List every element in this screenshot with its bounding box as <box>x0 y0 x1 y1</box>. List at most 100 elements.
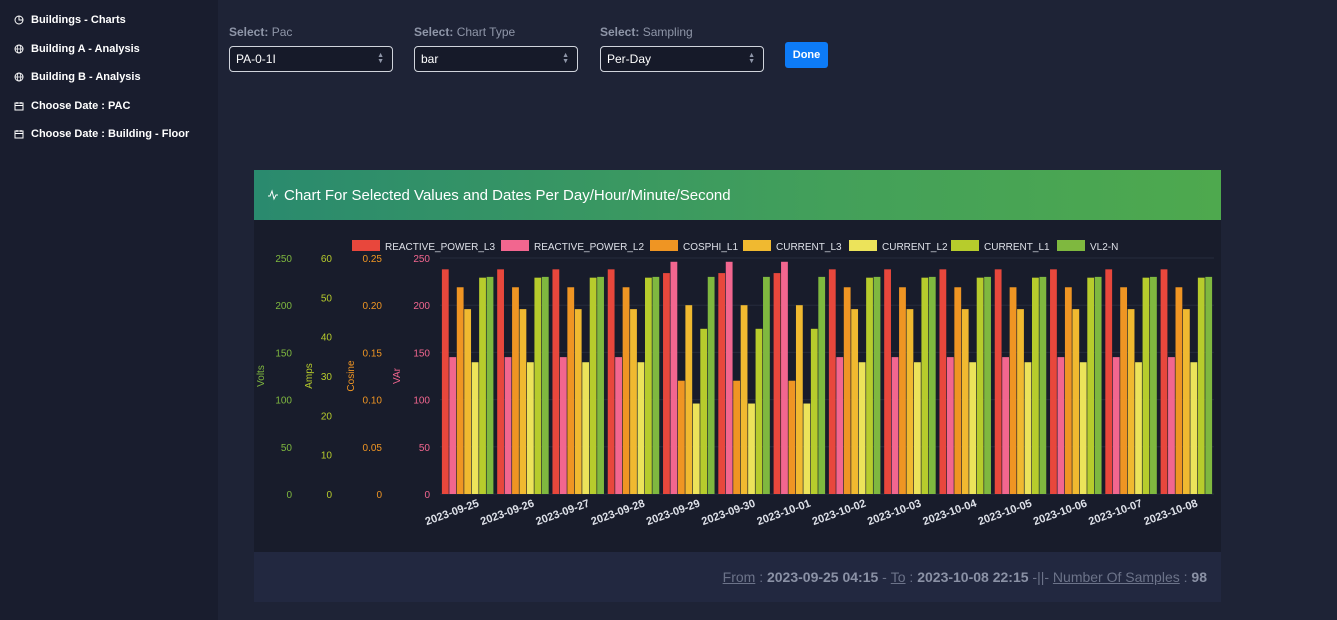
sidebar-item-building-b-analysis[interactable]: Building B - Analysis <box>0 63 218 92</box>
bar <box>818 276 826 494</box>
bar <box>441 269 449 494</box>
bar <box>1057 357 1065 494</box>
sampling-select-group: Select: Sampling Per-Day ▲ ▼ <box>600 25 764 72</box>
bar <box>873 276 881 494</box>
select-caret-icon: ▲ ▼ <box>562 52 569 65</box>
y-tick-label-volts: 250 <box>275 254 292 265</box>
bar <box>788 380 796 494</box>
y-tick-label-amps: 50 <box>321 293 333 304</box>
x-tick-label: 2023-10-01 <box>755 498 812 529</box>
bar <box>1032 277 1039 494</box>
bar <box>700 328 708 494</box>
bar <box>1168 357 1175 494</box>
x-tick-label: 2023-10-03 <box>866 498 923 529</box>
bar <box>582 362 590 494</box>
calendar-icon <box>14 130 24 139</box>
bar <box>810 328 818 494</box>
bar <box>795 305 803 494</box>
bar <box>1087 277 1095 494</box>
pie-chart-icon <box>14 15 24 25</box>
activity-icon <box>268 189 278 201</box>
y-tick-label-volts: 0 <box>286 490 292 501</box>
chart-card-title: Chart For Selected Values and Dates Per … <box>284 186 731 204</box>
legend-swatch <box>650 240 678 251</box>
y-tick-label-var: 0 <box>424 490 430 501</box>
bar <box>1017 309 1024 494</box>
bar <box>652 276 660 494</box>
bar <box>559 357 567 494</box>
y-axis-title-var: VAr <box>392 367 403 384</box>
x-tick-label: 2023-10-06 <box>1032 498 1089 529</box>
bar <box>1205 276 1213 494</box>
bar <box>851 309 859 494</box>
bar <box>677 380 685 494</box>
bar <box>1142 277 1150 494</box>
bar <box>781 261 788 494</box>
bar <box>504 357 512 494</box>
bar <box>479 277 486 494</box>
chart-type-select-group: Select: Chart Type bar ▲ ▼ <box>414 25 578 72</box>
chart-type-select-label: Select: Chart Type <box>414 25 516 39</box>
bar <box>1182 309 1190 494</box>
y-tick-label-cosine: 0.05 <box>363 443 383 454</box>
to-link[interactable]: To <box>890 569 906 585</box>
bar <box>858 362 866 494</box>
sidebar-item-building-a-analysis[interactable]: Building A - Analysis <box>0 35 218 64</box>
pac-select[interactable]: PA-0-1I ▲ ▼ <box>229 46 393 72</box>
x-tick-label: 2023-10-08 <box>1142 498 1199 529</box>
sidebar-item-choose-date-building-floor[interactable]: Choose Date : Building - Floor <box>0 120 218 149</box>
sampling-select-value: Per-Day <box>607 52 652 66</box>
bar <box>615 357 622 494</box>
y-tick-label-var: 150 <box>413 348 430 359</box>
legend-swatch <box>501 240 529 251</box>
y-axis-title-amps: Amps <box>304 363 315 389</box>
bar <box>906 309 914 494</box>
number-of-samples-link[interactable]: Number Of Samples <box>1052 569 1180 585</box>
bar <box>552 269 560 494</box>
bar <box>464 309 472 494</box>
x-tick-label: 2023-09-29 <box>645 498 702 529</box>
bar <box>1160 269 1168 494</box>
select-caret-icon: ▲ ▼ <box>377 52 384 65</box>
legend-label: REACTIVE_POWER_L3 <box>385 242 495 253</box>
legend-label: CURRENT_L1 <box>984 242 1050 253</box>
bar <box>969 362 977 494</box>
legend-label: COSPHI_L1 <box>683 242 738 253</box>
bar <box>1024 362 1032 494</box>
legend-swatch <box>743 240 771 251</box>
y-tick-label-cosine: 0.15 <box>363 348 383 359</box>
bar <box>1002 357 1009 494</box>
x-tick-label: 2023-10-02 <box>811 498 868 529</box>
sidebar-item-buildings-charts[interactable]: Buildings - Charts <box>0 6 218 35</box>
bar <box>1135 362 1142 494</box>
sidebar-item-choose-date-pac[interactable]: Choose Date : PAC <box>0 92 218 121</box>
to-value: 2023-10-08 22:15 <box>917 569 1029 585</box>
bar <box>1079 362 1087 494</box>
sidebar: Buildings - Charts Building A - Analysis… <box>0 0 218 620</box>
x-tick-label: 2023-10-07 <box>1087 498 1144 529</box>
bar <box>663 273 670 494</box>
main-content: Select: Pac PA-0-1I ▲ ▼ Select: Chart Typ… <box>218 0 1337 620</box>
bar <box>1112 357 1120 494</box>
bar <box>725 261 733 494</box>
bar <box>512 287 519 494</box>
sampling-select[interactable]: Per-Day ▲ ▼ <box>600 46 764 72</box>
legend-label: CURRENT_L3 <box>776 242 842 253</box>
bar <box>670 261 678 494</box>
bar <box>486 276 494 494</box>
y-tick-label-amps: 60 <box>321 254 333 265</box>
bar <box>1197 277 1205 494</box>
from-value: 2023-09-25 04:15 <box>766 569 879 585</box>
pac-select-value: PA-0-1I <box>236 52 276 66</box>
legend-label: REACTIVE_POWER_L2 <box>534 242 644 253</box>
chart-type-select[interactable]: bar ▲ ▼ <box>414 46 578 72</box>
from-link[interactable]: From <box>722 569 756 585</box>
y-tick-label-volts: 200 <box>275 301 292 312</box>
y-tick-label-volts: 150 <box>275 348 292 359</box>
done-button[interactable]: Done <box>785 42 828 68</box>
bar <box>913 362 921 494</box>
chart-type-select-value: bar <box>421 52 439 66</box>
x-tick-label: 2023-10-04 <box>921 497 979 528</box>
bar <box>921 277 929 494</box>
bar <box>843 287 851 494</box>
